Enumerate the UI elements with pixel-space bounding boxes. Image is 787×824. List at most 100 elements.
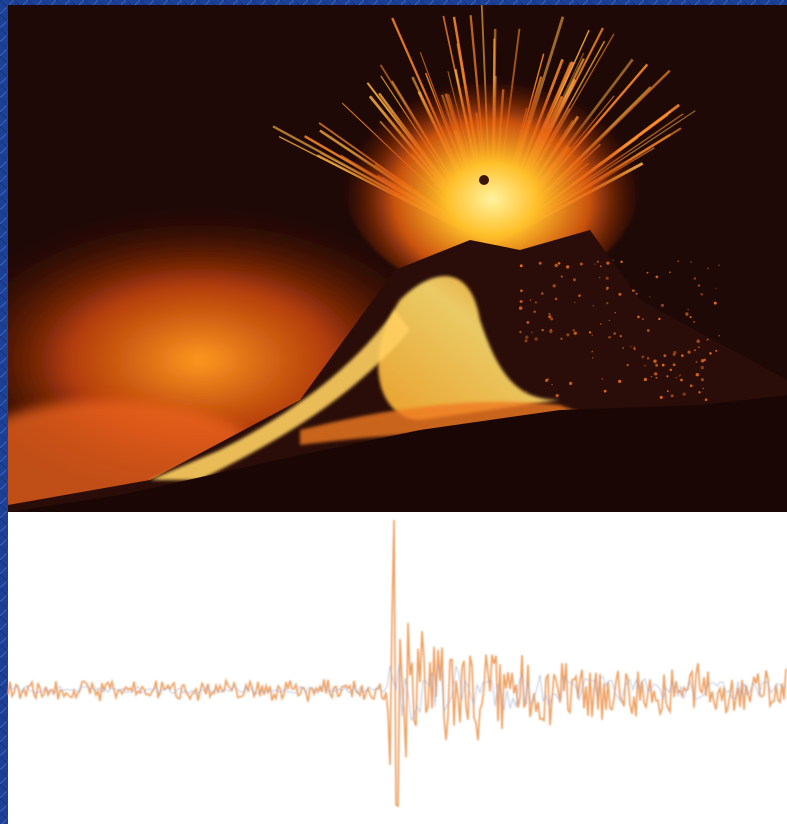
- spark: [635, 292, 638, 295]
- spark: [592, 304, 595, 307]
- spark: [591, 334, 593, 336]
- spark: [679, 374, 681, 376]
- volcano-photo: [8, 5, 787, 512]
- spark: [555, 393, 559, 398]
- spark: [591, 350, 594, 353]
- spark: [666, 375, 669, 378]
- lava-sparks: [518, 259, 720, 402]
- spark: [660, 303, 665, 308]
- spark: [574, 301, 576, 304]
- spark: [550, 317, 554, 321]
- spark: [707, 267, 709, 270]
- spark: [653, 359, 657, 363]
- spark: [600, 323, 602, 325]
- spark: [655, 376, 658, 379]
- spark: [672, 353, 676, 356]
- spark: [666, 390, 669, 393]
- spark: [700, 378, 704, 382]
- spark: [643, 377, 648, 382]
- spark: [659, 395, 663, 399]
- spark: [685, 312, 689, 316]
- spark: [689, 316, 692, 319]
- spark: [518, 306, 523, 310]
- spark: [578, 294, 581, 297]
- spark: [525, 390, 527, 393]
- spark: [661, 363, 665, 367]
- seismic-trace-shadow: [8, 664, 787, 722]
- seismogram: [7, 519, 787, 808]
- spark: [649, 296, 651, 298]
- spark: [695, 361, 698, 363]
- spark: [641, 318, 644, 321]
- spark: [646, 357, 650, 360]
- spark: [700, 359, 705, 363]
- spark: [614, 311, 616, 314]
- spark: [690, 261, 692, 263]
- spark: [598, 276, 601, 279]
- spark: [572, 278, 576, 282]
- spark: [603, 389, 607, 393]
- spark: [525, 335, 529, 339]
- spark: [548, 312, 551, 316]
- seismogram-panel: [8, 512, 787, 824]
- lava-fountain: [342, 55, 642, 295]
- spark: [573, 331, 577, 335]
- spark: [682, 392, 686, 396]
- spark: [552, 284, 556, 288]
- spark: [547, 378, 550, 381]
- spark: [702, 387, 704, 390]
- spark: [554, 263, 559, 268]
- spark: [606, 286, 609, 290]
- spark: [560, 337, 563, 340]
- spark: [560, 275, 563, 278]
- spark: [626, 363, 629, 367]
- spark: [715, 349, 718, 352]
- spark: [658, 317, 661, 321]
- spark: [601, 378, 603, 380]
- seismic-trace: [7, 519, 787, 808]
- spark: [672, 363, 676, 367]
- spark: [591, 357, 594, 359]
- spark: [550, 328, 552, 331]
- spark: [618, 292, 622, 296]
- spark: [520, 289, 523, 293]
- spark: [700, 292, 704, 296]
- spark: [548, 315, 552, 319]
- spark: [709, 352, 712, 355]
- spark: [540, 292, 544, 295]
- spark: [534, 301, 537, 304]
- spark: [526, 321, 530, 324]
- spark: [718, 335, 720, 337]
- spark: [689, 384, 693, 388]
- spark: [718, 264, 720, 266]
- spark: [678, 375, 680, 377]
- spark: [579, 262, 583, 266]
- spark: [650, 376, 653, 378]
- spark: [637, 315, 640, 319]
- spark: [618, 379, 622, 383]
- spark: [530, 331, 533, 333]
- spark: [524, 339, 528, 343]
- spark: [594, 263, 596, 265]
- spark: [519, 264, 523, 268]
- spark: [673, 350, 677, 355]
- spark: [704, 398, 708, 402]
- spark: [663, 354, 667, 358]
- spark: [630, 346, 632, 348]
- spark: [669, 368, 672, 372]
- spark: [619, 334, 622, 338]
- spark: [655, 363, 659, 367]
- spark: [693, 349, 696, 352]
- spark: [700, 365, 704, 370]
- spark: [687, 350, 691, 354]
- spark: [608, 319, 610, 322]
- spark: [549, 329, 553, 334]
- spark: [566, 333, 570, 337]
- spark: [529, 299, 532, 301]
- spark: [565, 265, 570, 269]
- spark: [599, 265, 602, 268]
- spark: [641, 355, 645, 359]
- spark: [569, 381, 573, 386]
- spark: [703, 358, 706, 362]
